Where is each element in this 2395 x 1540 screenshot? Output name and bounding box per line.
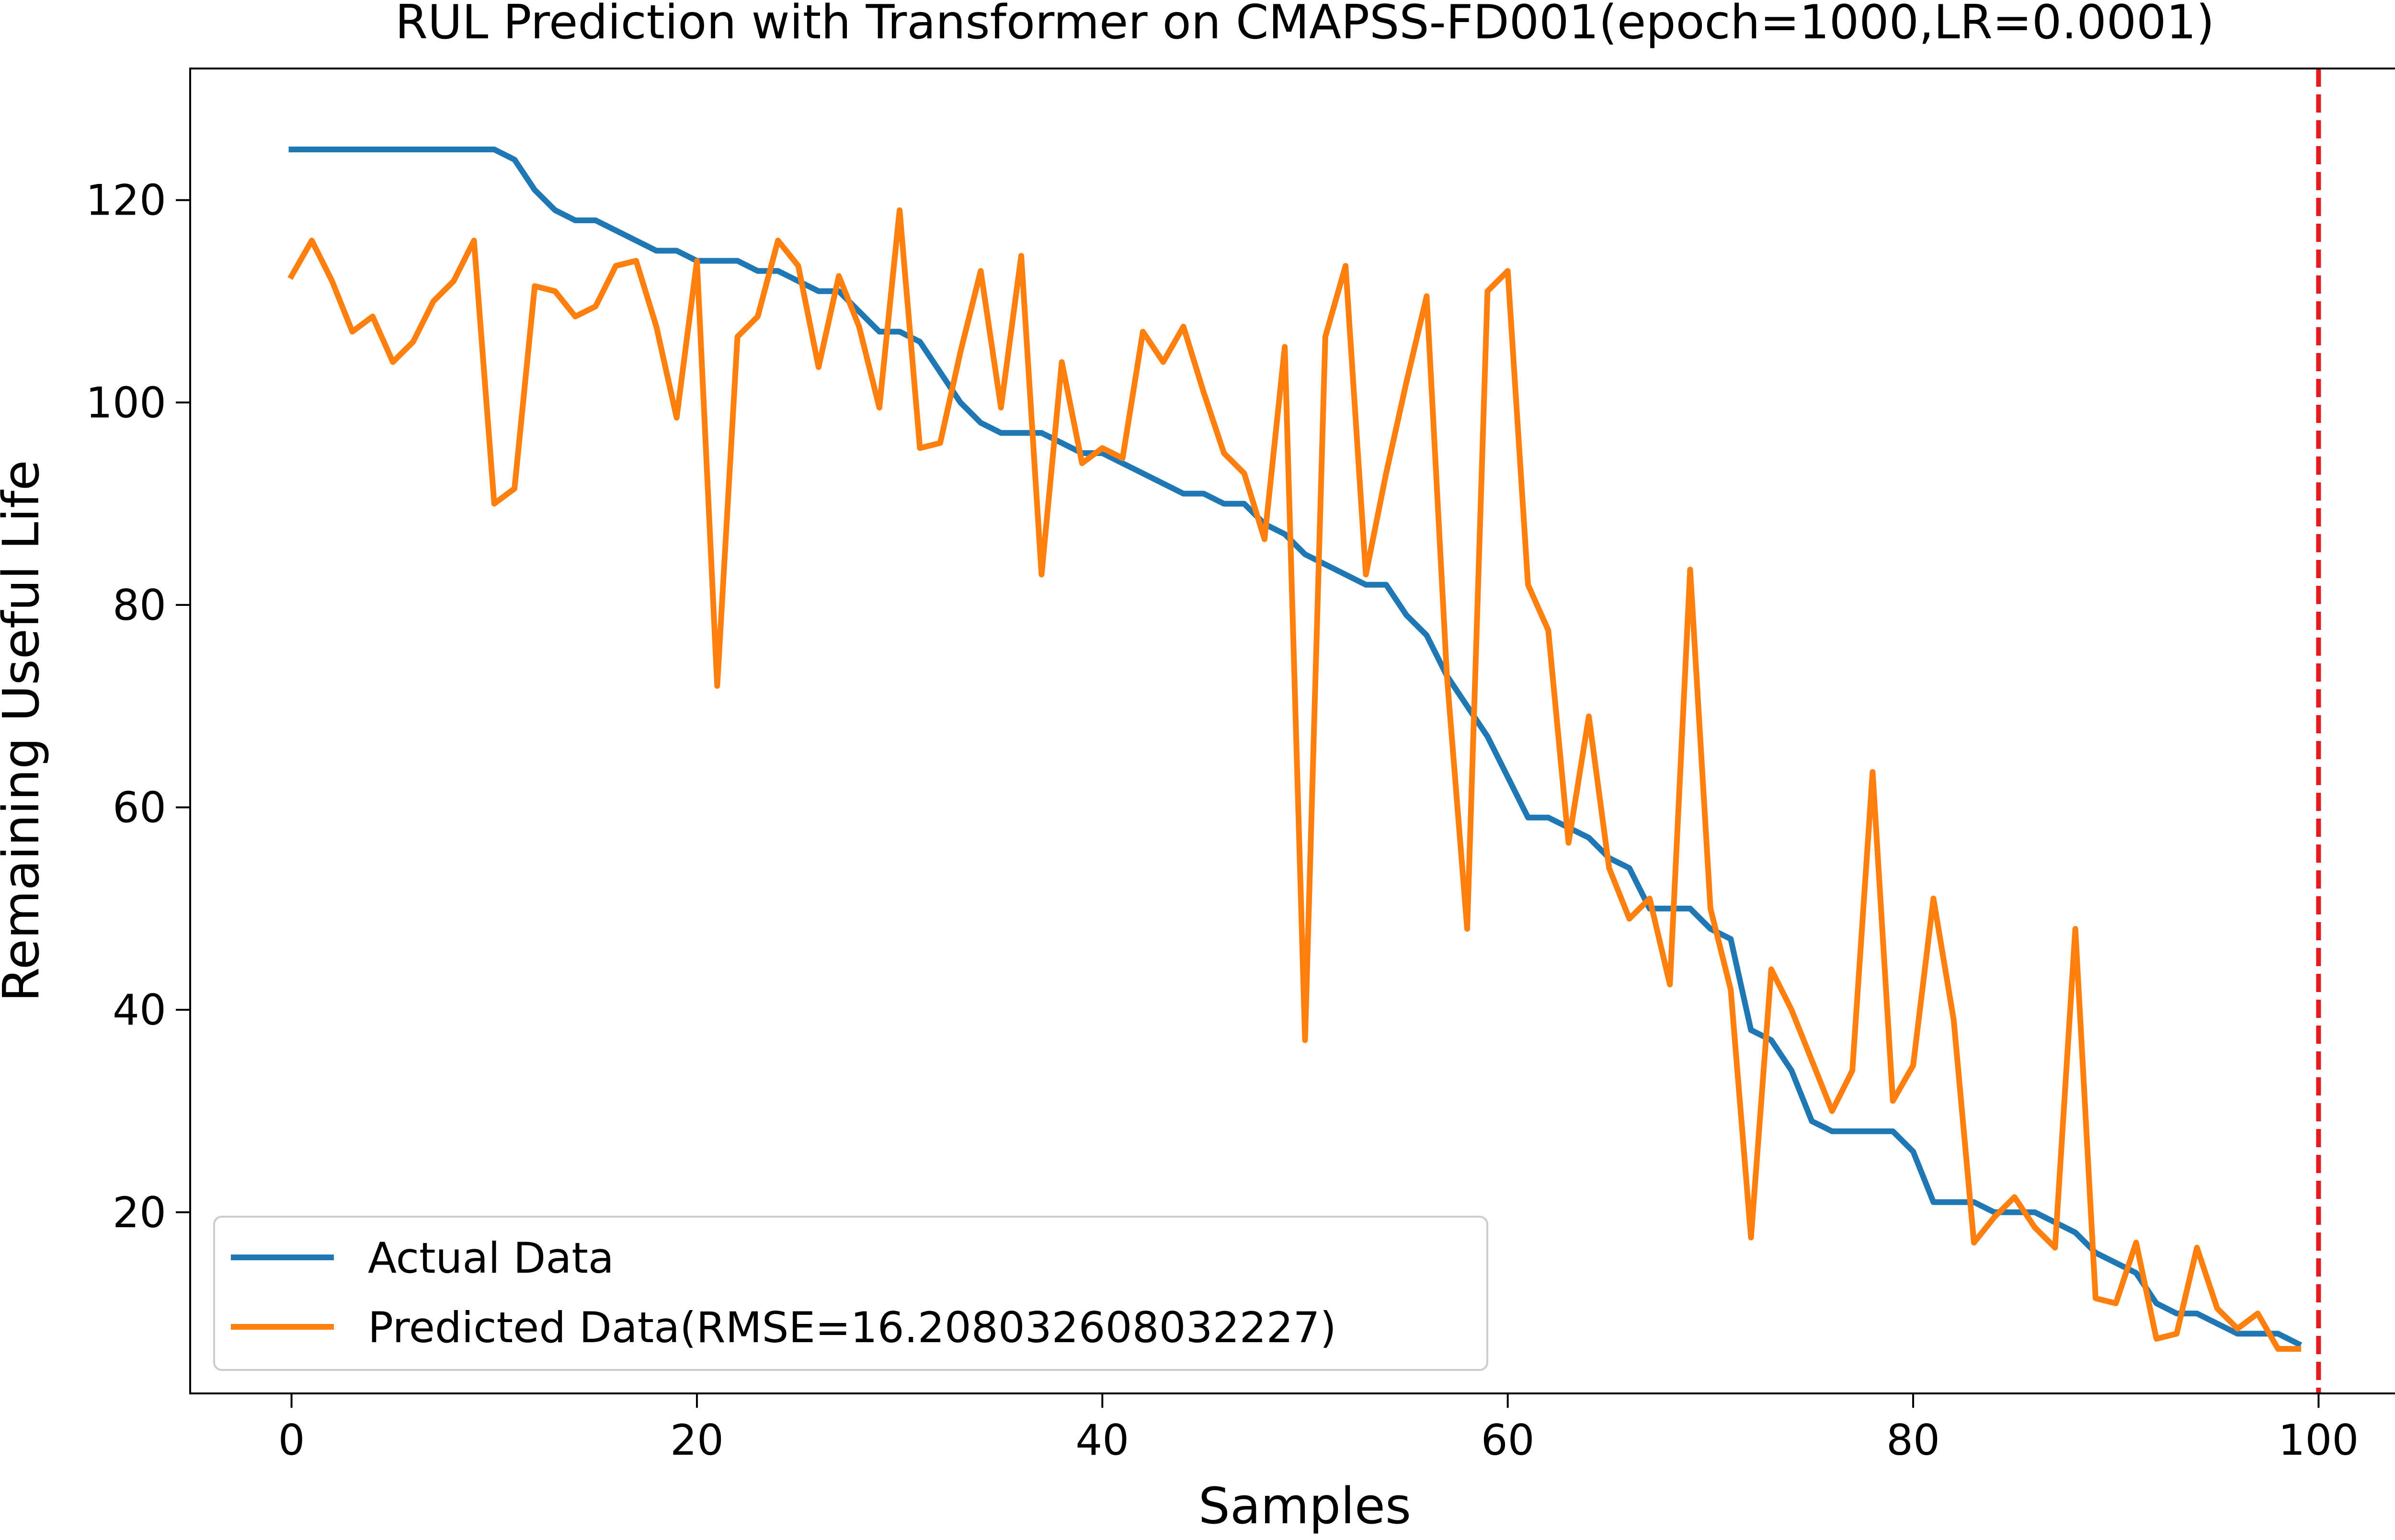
y-tick-label: 40 [113, 985, 166, 1035]
x-axis-label: Samples [1198, 1477, 1411, 1535]
x-tick-label: 100 [2278, 1415, 2359, 1465]
series-line-predicted [287, 207, 2302, 1352]
y-tick-label: 20 [113, 1188, 166, 1237]
y-tick-label: 120 [86, 176, 166, 225]
y-tick-label: 100 [86, 378, 166, 427]
legend-box [213, 1216, 1488, 1371]
legend-label-predicted: Predicted Data(RMSE=16.208032608032227) [368, 1303, 1336, 1352]
x-tick-label: 40 [1075, 1415, 1129, 1465]
x-tick-label: 60 [1481, 1415, 1535, 1465]
x-axis-ticks: 0 20 40 60 80 100 [278, 1393, 2359, 1465]
y-tick-label: 80 [113, 581, 166, 630]
y-tick-label: 60 [113, 783, 166, 833]
plot-area [287, 68, 2321, 1393]
x-tick-label: 20 [670, 1415, 724, 1465]
legend: Actual Data Predicted Data(RMSE=16.20803… [213, 1216, 1488, 1371]
x-tick-label: 80 [1886, 1415, 1940, 1465]
y-axis-label: Remaining Useful Life [0, 460, 50, 1002]
y-axis-ticks: 20 40 60 80 100 120 [86, 176, 190, 1237]
chart-title: RUL Prediction with Transformer on CMAPS… [395, 0, 2214, 50]
plot-frame [189, 68, 2395, 1394]
x-tick-label: 0 [278, 1415, 305, 1465]
legend-label-actual: Actual Data [368, 1233, 614, 1283]
series-line-actual [288, 147, 2303, 1348]
